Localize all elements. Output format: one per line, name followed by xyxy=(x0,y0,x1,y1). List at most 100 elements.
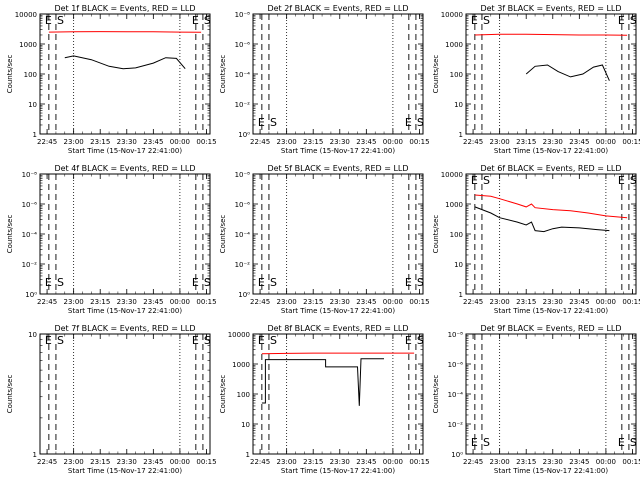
y-tick-label: 100 xyxy=(237,391,250,399)
chart-panel-1: Det 1f BLACK = Events, RED = LLD 1 10 100 10… xyxy=(6,4,217,155)
marker-label-s: S xyxy=(630,436,637,449)
marker-label-s: S xyxy=(204,334,211,347)
chart-panel-2: Det 2f BLACK = Events, RED = LLD 10⁰ 10⁻² 1… xyxy=(219,4,430,155)
y-tick-label: 10 xyxy=(28,331,37,339)
marker-label-e: E xyxy=(192,334,199,347)
y-tick-label: 10 xyxy=(454,261,463,269)
y-tick-label: 1 xyxy=(33,451,37,459)
x-axis-label: Start Time (15-Nov-17 22:41:00) xyxy=(494,307,608,315)
x-tick-label: 00:00 xyxy=(596,138,616,146)
x-axis-label: Start Time (15-Nov-17 22:41:00) xyxy=(281,307,395,315)
y-axis-label: Counts/sec xyxy=(219,375,227,414)
chart-title: Det 6f BLACK = Events, RED = LLD xyxy=(480,164,621,173)
chart-panel-7: Det 7f BLACK = Events, RED = LLD 1 10 Count… xyxy=(6,324,217,475)
x-tick-label: 23:00 xyxy=(277,298,297,306)
y-tick-label: 100 xyxy=(450,231,463,239)
y-axis-label: Counts/sec xyxy=(6,215,14,254)
marker-label-e: E xyxy=(258,334,265,347)
marker-label-s: S xyxy=(417,276,424,289)
marker-label-s: S xyxy=(57,14,64,27)
chart-title: Det 9f BLACK = Events, RED = LLD xyxy=(480,324,621,333)
y-tick-label: 10⁻⁶ xyxy=(22,201,38,209)
marker-label-s: S xyxy=(204,276,211,289)
marker-label-e: E xyxy=(405,334,412,347)
x-tick-label: 00:00 xyxy=(596,298,616,306)
plot-frame xyxy=(39,333,211,455)
marker-label-e: E xyxy=(618,14,625,27)
marker-label-e: E xyxy=(405,116,412,129)
x-tick-label: 22:45 xyxy=(37,138,57,146)
x-tick-label: 23:00 xyxy=(490,298,510,306)
y-tick-label: 10⁰ xyxy=(238,131,250,139)
y-tick-label: 1 xyxy=(459,131,463,139)
x-tick-label: 23:15 xyxy=(303,138,323,146)
y-tick-label: 10⁻² xyxy=(235,101,251,109)
x-axis-label: Start Time (15-Nov-17 22:41:00) xyxy=(281,147,395,155)
series-line-red xyxy=(48,31,202,33)
x-tick-label: 00:00 xyxy=(170,138,190,146)
chart-panel-6: Det 6f BLACK = Events, RED = LLD 1 10 100 10… xyxy=(432,164,640,315)
y-tick-label: 1 xyxy=(33,131,37,139)
x-tick-label: 23:00 xyxy=(490,458,510,466)
y-tick-label: 10000 xyxy=(441,171,463,179)
marker-label-s: S xyxy=(204,14,211,27)
chart-title: Det 8f BLACK = Events, RED = LLD xyxy=(267,324,408,333)
x-tick-label: 23:15 xyxy=(90,458,110,466)
x-tick-label: 23:30 xyxy=(117,458,137,466)
x-tick-label: 00:15 xyxy=(196,298,216,306)
marker-label-s: S xyxy=(630,174,637,187)
x-tick-label: 23:30 xyxy=(117,298,137,306)
chart-title: Det 7f BLACK = Events, RED = LLD xyxy=(54,324,195,333)
y-tick-label: 1000 xyxy=(19,41,37,49)
x-tick-label: 00:15 xyxy=(622,138,640,146)
x-tick-label: 23:15 xyxy=(516,298,536,306)
x-tick-label: 00:00 xyxy=(383,138,403,146)
x-tick-label: 23:45 xyxy=(143,138,163,146)
y-tick-label: 10⁻⁸ xyxy=(235,11,251,19)
chart-title: Det 3f BLACK = Events, RED = LLD xyxy=(480,4,621,13)
y-tick-label: 10000 xyxy=(228,331,250,339)
marker-label-e: E xyxy=(45,276,52,289)
x-tick-label: 23:15 xyxy=(303,458,323,466)
plot-frame xyxy=(465,13,637,135)
x-tick-label: 23:00 xyxy=(64,138,84,146)
marker-label-s: S xyxy=(57,276,64,289)
marker-label-e: E xyxy=(405,276,412,289)
x-tick-label: 23:30 xyxy=(543,138,563,146)
marker-label-e: E xyxy=(258,116,265,129)
series-line-black xyxy=(474,206,610,233)
y-tick-label: 10⁻² xyxy=(235,261,251,269)
x-tick-label: 00:15 xyxy=(622,458,640,466)
x-tick-label: 00:15 xyxy=(622,298,640,306)
y-tick-label: 10⁻² xyxy=(22,261,38,269)
marker-label-e: E xyxy=(471,174,478,187)
x-tick-label: 23:45 xyxy=(356,458,376,466)
plot-frame xyxy=(252,333,424,455)
chart-title: Det 2f BLACK = Events, RED = LLD xyxy=(267,4,408,13)
y-tick-label: 10⁻⁶ xyxy=(235,41,251,49)
x-tick-label: 00:15 xyxy=(196,458,216,466)
x-tick-label: 22:45 xyxy=(37,298,57,306)
x-tick-label: 22:45 xyxy=(250,138,270,146)
y-tick-label: 100 xyxy=(450,71,463,79)
x-axis-label: Start Time (15-Nov-17 22:41:00) xyxy=(68,147,182,155)
marker-label-e: E xyxy=(471,14,478,27)
x-tick-label: 00:00 xyxy=(383,458,403,466)
y-tick-label: 1 xyxy=(246,451,250,459)
x-axis-label: Start Time (15-Nov-17 22:41:00) xyxy=(68,307,182,315)
x-tick-label: 23:00 xyxy=(490,138,510,146)
x-tick-label: 00:00 xyxy=(170,298,190,306)
series-line-red xyxy=(261,352,415,355)
series-line-red xyxy=(474,194,628,219)
x-tick-label: 23:45 xyxy=(143,458,163,466)
y-axis-label: Counts/sec xyxy=(219,215,227,254)
x-tick-label: 00:00 xyxy=(596,458,616,466)
marker-label-s: S xyxy=(483,14,490,27)
x-tick-label: 00:15 xyxy=(409,298,429,306)
y-tick-label: 10⁻⁴ xyxy=(235,71,251,79)
x-tick-label: 23:30 xyxy=(543,298,563,306)
plot-frame xyxy=(465,333,637,455)
marker-label-e: E xyxy=(618,174,625,187)
y-tick-label: 10⁻⁸ xyxy=(22,171,38,179)
